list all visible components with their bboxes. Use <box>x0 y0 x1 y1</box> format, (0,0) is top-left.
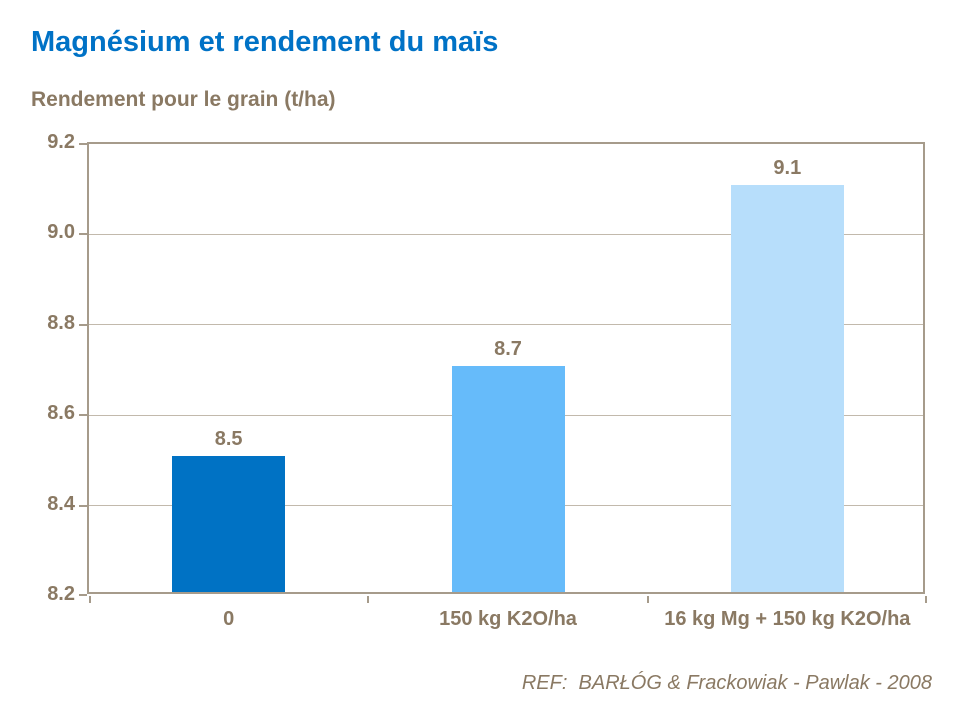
x-category-label: 16 kg Mg + 150 kg K2O/ha <box>664 608 911 630</box>
y-tick-label: 9.0 <box>47 221 75 244</box>
bar-2 <box>730 185 844 592</box>
y-tick-mark <box>79 233 87 236</box>
y-tick-mark <box>79 504 87 507</box>
y-tick-label: 8.4 <box>47 492 75 515</box>
x-category-label: 150 kg K2O/ha <box>439 608 577 630</box>
y-tick-label: 8.2 <box>47 583 75 605</box>
x-tick-mark <box>925 596 927 603</box>
gridline <box>89 233 923 235</box>
y-tick-label: 8.6 <box>47 402 75 425</box>
bar-value-label: 8.7 <box>494 338 522 360</box>
bar-value-label: 9.1 <box>773 157 802 180</box>
y-tick-mark <box>79 143 87 145</box>
y-tick-label: 8.8 <box>47 311 75 334</box>
bar-0 <box>172 456 286 592</box>
bar-value-label: 8.5 <box>214 428 243 451</box>
gridline <box>89 324 923 326</box>
y-tick-mark <box>79 594 87 596</box>
plot-area: 9.2 9.0 8.8 8.6 8.4 8.2 8.5 0 8.7 150 kg K2O/ha 9.… <box>47 131 927 630</box>
x-tick-mark <box>367 596 370 603</box>
x-tick-mark <box>646 596 649 603</box>
y-tick-mark <box>79 414 87 417</box>
y-tick-label: 9.2 <box>47 131 75 153</box>
x-category-label: 0 <box>223 608 235 630</box>
y-axis-title: Rendement pour le grain (t/ha) <box>31 88 336 111</box>
bar-1 <box>451 366 565 592</box>
source-reference: REF: BARŁÓG & Frackowiak - Pawlak - 2008 <box>521 672 932 694</box>
x-tick-mark <box>89 596 91 603</box>
y-tick-mark <box>79 323 87 326</box>
chart-title: Magnésium et rendement du maïs <box>31 26 499 58</box>
